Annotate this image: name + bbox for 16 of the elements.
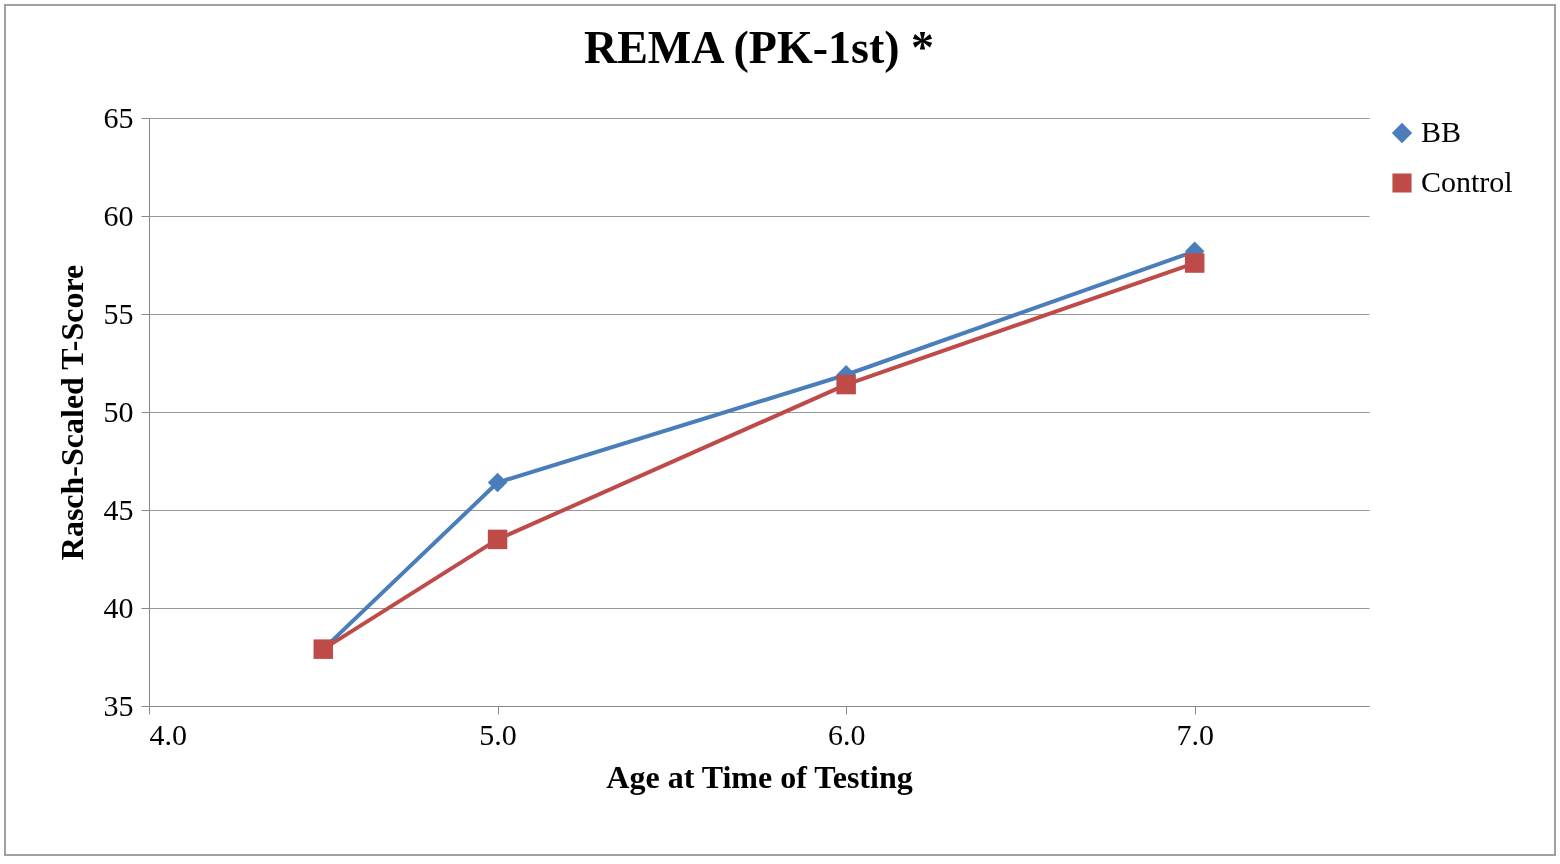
y-tick-label: 35 xyxy=(103,688,134,722)
x-axis-title: Age at Time of Testing xyxy=(606,758,913,795)
y-tick-label: 50 xyxy=(103,394,134,428)
x-tick-label: 4.0 xyxy=(149,717,187,751)
legend-label: BB xyxy=(1421,115,1462,148)
y-axis-title: Rasch-Scaled T-Score xyxy=(53,264,90,561)
y-tick-label: 60 xyxy=(103,198,134,232)
y-tick-label: 55 xyxy=(103,296,134,330)
chart-title: REMA (PK-1st) * xyxy=(583,22,935,73)
legend-label: Control xyxy=(1421,165,1513,198)
y-tick-label: 65 xyxy=(103,100,134,134)
x-tick-label: 5.0 xyxy=(479,717,517,751)
y-tick-label: 45 xyxy=(103,492,134,526)
x-tick-label: 6.0 xyxy=(827,717,866,751)
x-tick-label: 7.0 xyxy=(1176,717,1214,751)
y-tick-label: 40 xyxy=(103,590,134,624)
